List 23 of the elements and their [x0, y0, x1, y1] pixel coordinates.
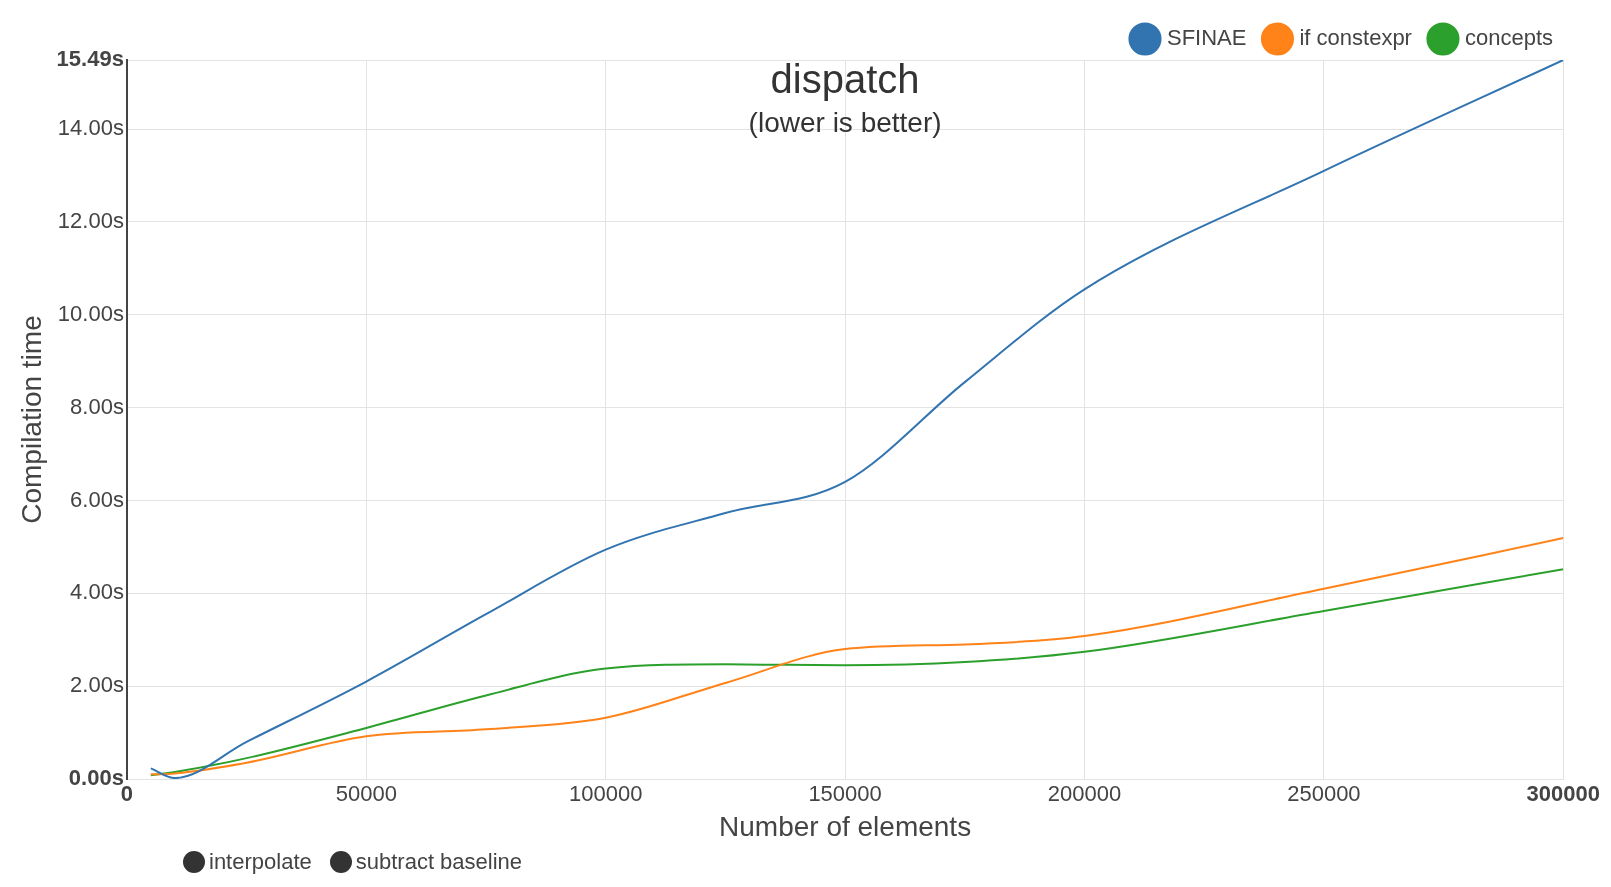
y-tick-label: 8.00s — [70, 393, 124, 419]
x-tick-label: 100000 — [568, 781, 643, 807]
text: subtract baseline — [355, 849, 523, 875]
y-tick-label: 2.00s — [70, 672, 124, 698]
x-tick-label: 50000 — [335, 781, 397, 807]
x-axis-title: Number of elements — [719, 810, 972, 842]
legend-label: SFINAE — [1166, 25, 1247, 51]
legend-label: if constexpr — [1299, 25, 1412, 51]
y-tick-label: 6.00s — [70, 486, 124, 512]
x-tick-label: 250000 — [1287, 781, 1361, 807]
y-tick-label: 4.00s — [70, 579, 124, 605]
y-tick-label: 15.49s — [56, 46, 124, 72]
text: interpolate — [209, 849, 312, 875]
x-tick-label: 150000 — [808, 781, 882, 807]
y-tick-label: 12.00s — [57, 208, 124, 234]
legend-label: concepts — [1464, 25, 1554, 51]
x-tick-label: 300000 — [1526, 781, 1600, 807]
chart-title: dispatch — [770, 57, 920, 102]
y-tick-label: 10.00s — [57, 300, 124, 326]
text: (lower is better) — [748, 106, 942, 138]
y-axis-title: Compilation time — [15, 315, 47, 524]
x-tick-label: 200000 — [1047, 781, 1122, 807]
y-tick-label: 14.00s — [57, 115, 124, 141]
